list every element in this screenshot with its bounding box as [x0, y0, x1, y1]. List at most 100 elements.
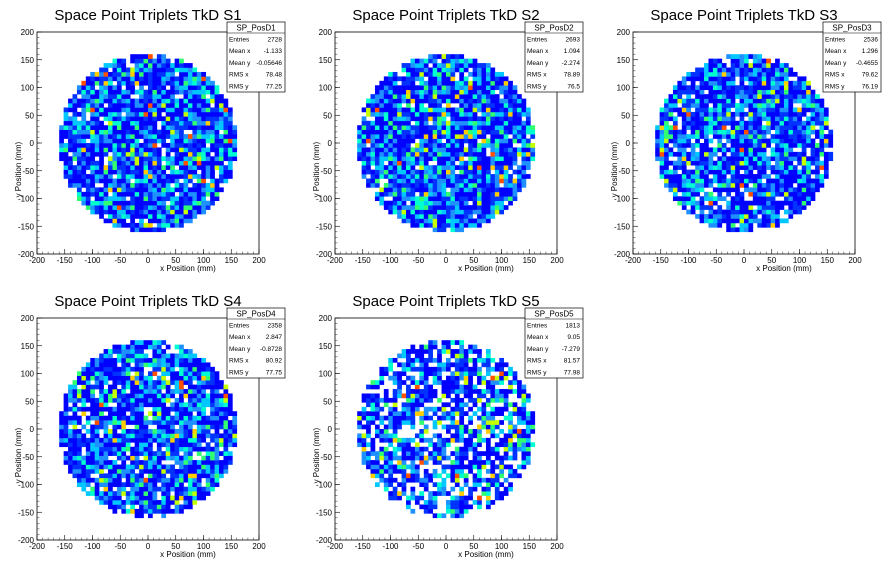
- heatmap-cell: [699, 107, 705, 113]
- heatmap-cell: [112, 464, 118, 470]
- heatmap-cell: [227, 160, 233, 166]
- heatmap-cell: [121, 389, 127, 394]
- heatmap-cell: [388, 205, 394, 210]
- heatmap-cell: [704, 111, 709, 117]
- heatmap-cell: [401, 129, 407, 135]
- heatmap-cell: [130, 129, 135, 135]
- heatmap-cell: [196, 357, 202, 363]
- heatmap-cell: [401, 89, 407, 95]
- heatmap-cell: [819, 98, 825, 104]
- heatmap-cell: [401, 165, 407, 170]
- heatmap-cell: [81, 455, 87, 461]
- heatmap-cell: [134, 111, 140, 117]
- heatmap-cell: [179, 191, 184, 197]
- heatmap-cell: [477, 214, 482, 219]
- heatmap-cell: [90, 205, 96, 210]
- heatmap-cell: [508, 165, 513, 170]
- heatmap-cell: [187, 460, 193, 465]
- heatmap-cell: [450, 147, 456, 153]
- heatmap-cell: [499, 120, 505, 126]
- heatmap-cell: [139, 473, 144, 479]
- heatmap-cell: [108, 129, 113, 135]
- heatmap-cell: [717, 120, 723, 126]
- heatmap-cell: [152, 491, 158, 496]
- heatmap-cell: [721, 160, 727, 166]
- heatmap-cell: [99, 160, 104, 166]
- heatmap-cell: [801, 107, 807, 113]
- heatmap-cell: [361, 138, 367, 144]
- heatmap-cell: [165, 362, 171, 368]
- x-tick-label: -200: [625, 256, 642, 265]
- heatmap-cell: [406, 218, 411, 224]
- heatmap-cell: [686, 94, 692, 99]
- stats-label: Mean y: [229, 60, 251, 67]
- heatmap-cell: [739, 205, 745, 210]
- heatmap-cell: [108, 178, 113, 184]
- heatmap-cell: [686, 174, 692, 179]
- heatmap-cell: [187, 349, 193, 354]
- heatmap-cell: [201, 366, 207, 372]
- heatmap-cell: [148, 222, 153, 228]
- heatmap-cell: [170, 174, 175, 179]
- heatmap-cell: [170, 482, 175, 488]
- heatmap-cell: [152, 353, 158, 359]
- heatmap-cell: [477, 160, 482, 166]
- heatmap-cell: [726, 156, 731, 162]
- heatmap-cell: [792, 174, 798, 179]
- heatmap-cell: [437, 80, 442, 86]
- heatmap-cell: [490, 209, 496, 215]
- heatmap-cell: [108, 451, 113, 456]
- heatmap-cell: [392, 151, 398, 157]
- heatmap-cell: [121, 411, 127, 416]
- heatmap-cell: [214, 442, 220, 448]
- heatmap-cell: [219, 451, 224, 456]
- heatmap-cell: [165, 156, 171, 162]
- heatmap-cell: [210, 174, 215, 179]
- heatmap-cell: [406, 134, 411, 139]
- heatmap-cell: [121, 482, 127, 488]
- heatmap-cell: [788, 111, 794, 117]
- heatmap-cell: [148, 513, 153, 519]
- heatmap-cell: [383, 107, 389, 113]
- heatmap-cell: [690, 178, 696, 184]
- heatmap-cell: [441, 98, 447, 104]
- heatmap-cell: [196, 473, 202, 479]
- heatmap-cell: [494, 80, 500, 86]
- heatmap-cell: [419, 182, 425, 188]
- heatmap-cell: [744, 98, 749, 104]
- heatmap-cell: [94, 111, 100, 117]
- heatmap-cell: [472, 218, 478, 224]
- heatmap-cell: [704, 85, 709, 91]
- heatmap-cell: [735, 214, 740, 219]
- heatmap-cell: [757, 129, 763, 135]
- heatmap-cell: [187, 196, 193, 202]
- heatmap-cell: [103, 442, 109, 448]
- heatmap-cell: [739, 151, 745, 157]
- heatmap-cell: [441, 71, 447, 77]
- heatmap-cell: [59, 138, 64, 144]
- heatmap-cell: [677, 129, 683, 135]
- heatmap-cell: [819, 165, 825, 170]
- heatmap-cell: [392, 178, 398, 184]
- heatmap-cell: [134, 340, 140, 345]
- heatmap-cell: [428, 67, 433, 73]
- heatmap-cell: [187, 362, 193, 368]
- heatmap-cell: [219, 125, 224, 130]
- heatmap-cell: [668, 178, 674, 184]
- heatmap-cell: [161, 76, 167, 82]
- heatmap-cell: [219, 473, 224, 479]
- heatmap-cell: [205, 455, 211, 461]
- heatmap-cell: [806, 80, 811, 86]
- heatmap-cell: [90, 429, 96, 434]
- heatmap-cell: [695, 129, 700, 135]
- heatmap-cell: [183, 63, 189, 68]
- heatmap-cell: [130, 107, 135, 113]
- heatmap-cell: [735, 85, 740, 91]
- heatmap-cell: [775, 116, 780, 122]
- heatmap-cell: [499, 107, 505, 113]
- heatmap-cell: [99, 375, 104, 381]
- heatmap-cell: [428, 80, 433, 86]
- heatmap-cell: [690, 134, 696, 139]
- heatmap-cell: [210, 125, 215, 130]
- heatmap-cell: [770, 138, 776, 144]
